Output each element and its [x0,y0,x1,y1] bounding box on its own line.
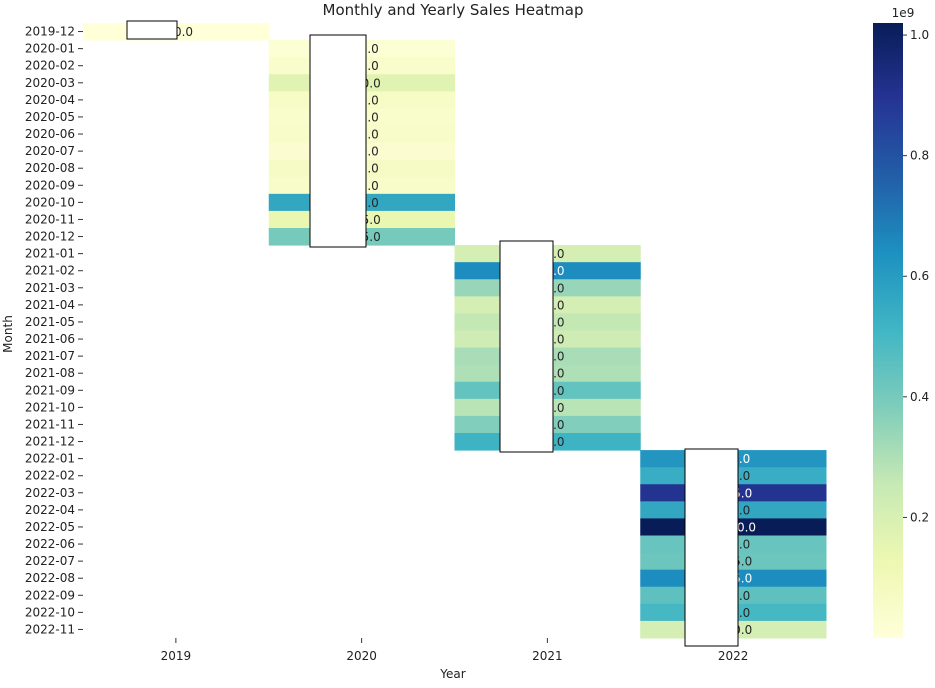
chart-title: Monthly and Yearly Sales Heatmap [323,1,584,19]
y-tick-label: 2021-02 [25,264,75,278]
colorbar-tick-label: 0.8 [910,149,929,163]
y-tick-label: 2019-12 [25,25,75,39]
y-tick-label: 2021-05 [25,315,75,329]
x-axis-ticks: 2019 2020 2021 2022 [161,638,749,663]
y-tick-label: 2022-02 [25,469,75,483]
y-tick-label: 2022-11 [25,622,75,636]
y-tick-label: 2022-05 [25,520,75,534]
y-tick-label: 2022-04 [25,503,75,517]
x-tick-label: 2021 [532,649,563,663]
colorbar-tick-label: 1.0 [910,28,929,42]
overlay-box [126,20,178,40]
colorbar: 0.2 0.4 0.6 0.8 1.0 1e9 [873,6,929,638]
x-tick-label: 2022 [718,649,749,663]
y-tick-label: 2022-08 [25,571,75,585]
y-tick-label: 2020-07 [25,144,75,158]
x-tick-label: 2019 [161,649,192,663]
y-tick-label: 2021-08 [25,366,75,380]
y-tick-label: 2021-09 [25,383,75,397]
y-tick-label: 2021-01 [25,247,75,261]
y-tick-label: 2022-10 [25,605,75,619]
y-axis-label: Month [1,315,15,353]
y-tick-label: 2021-06 [25,332,75,346]
y-tick-label: 2020-02 [25,59,75,73]
x-tick-label: 2020 [346,649,377,663]
y-tick-label: 2022-01 [25,452,75,466]
overlay-box [684,448,739,647]
colorbar-tick-label: 0.2 [910,510,929,524]
y-tick-label: 2022-07 [25,554,75,568]
y-tick-label: 2021-07 [25,349,75,363]
y-tick-label: 2020-10 [25,195,75,209]
y-tick-label: 2021-12 [25,435,75,449]
y-tick-label: 2021-11 [25,417,75,431]
y-axis-ticks: 2019-12 2020-01 2020-02 2020-03 2020-04 2020-… [25,25,83,636]
y-tick-label: 2020-09 [25,178,75,192]
y-tick-label: 2022-09 [25,588,75,602]
overlay-box [499,240,554,453]
y-tick-label: 2020-03 [25,76,75,90]
y-tick-label: 2020-05 [25,110,75,124]
y-tick-label: 2022-06 [25,537,75,551]
y-tick-label: 2020-12 [25,230,75,244]
x-axis-label: Year [439,667,465,681]
y-tick-label: 2020-08 [25,161,75,175]
y-tick-label: 2020-04 [25,93,75,107]
y-tick-label: 2020-06 [25,127,75,141]
y-tick-label: 2022-03 [25,486,75,500]
colorbar-tick-label: 0.6 [910,269,929,283]
y-tick-label: 2021-10 [25,400,75,414]
overlay-box [309,34,367,248]
y-tick-label: 2021-04 [25,298,75,312]
colorbar-tick-label: 0.4 [910,390,929,404]
colorbar-gradient [873,23,903,638]
y-tick-label: 2020-01 [25,42,75,56]
y-tick-label: 2021-03 [25,281,75,295]
overlay-boxes [126,20,739,647]
y-tick-label: 2020-11 [25,212,75,226]
colorbar-exponent-label: 1e9 [892,6,915,20]
